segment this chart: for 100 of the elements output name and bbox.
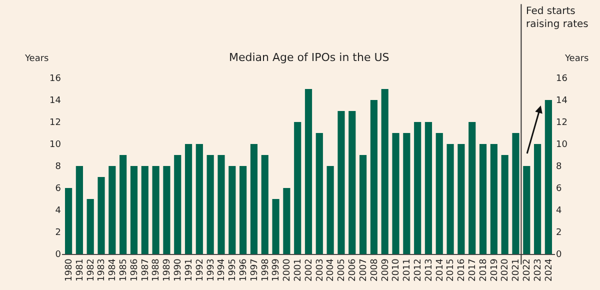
bar [348, 111, 356, 254]
x-tick-label: 1994 [217, 258, 228, 282]
x-tick-label: 2004 [326, 258, 336, 282]
bar [141, 166, 148, 254]
x-tick-label: 1990 [174, 258, 184, 282]
y-tick-label: 6 [55, 184, 62, 194]
y2-tick-label: 6 [556, 184, 562, 194]
x-tick-label: 2001 [294, 258, 304, 282]
x-tick-label: 1986 [130, 258, 140, 282]
x-tick-label: 2009 [380, 258, 391, 282]
bar [283, 188, 290, 254]
y2-tick-label: 2 [556, 228, 562, 238]
x-tick-label: 2007 [358, 258, 369, 282]
x-tick-label: 2005 [337, 258, 348, 282]
x-tick-label: 1983 [97, 258, 108, 282]
x-tick-label: 2023 [533, 258, 544, 282]
ref-line-label: Fed starts raising rates [526, 6, 588, 30]
bar [523, 166, 530, 254]
x-tick-label: 1987 [140, 258, 151, 282]
bar [272, 199, 280, 254]
x-tick-label: 1997 [250, 258, 260, 282]
x-tick-label: 2006 [348, 258, 358, 282]
bar [446, 144, 454, 254]
bar [206, 155, 214, 254]
bar [240, 166, 247, 254]
y-tick-label: 8 [55, 162, 62, 172]
bar [392, 133, 400, 254]
x-tick-label: 2015 [446, 258, 456, 282]
bar [228, 166, 236, 254]
x-tick-label: 1981 [75, 258, 86, 282]
y-tick-label: 4 [55, 206, 62, 216]
y-tick-label: 0 [55, 250, 62, 260]
bar [250, 144, 258, 254]
x-tick-label: 2021 [512, 258, 522, 282]
bar [120, 155, 127, 254]
x-tick-label: 2024 [544, 258, 554, 282]
bar [76, 166, 83, 254]
x-tick-label: 2012 [413, 258, 424, 282]
bar [424, 122, 432, 254]
x-tick-label: 2003 [315, 258, 326, 282]
x-tick-label: 2018 [478, 258, 489, 282]
x-tick-label: 2022 [522, 258, 533, 282]
y2-tick-label: 16 [556, 74, 568, 84]
bar [381, 89, 388, 254]
y-tick-label: 16 [50, 74, 62, 84]
y2-tick-label: 8 [556, 162, 562, 172]
y-axis-title: Years [24, 54, 50, 64]
y-tick-label: 10 [50, 140, 62, 150]
bar [163, 166, 170, 254]
x-tick-label: 1992 [195, 258, 206, 282]
bar [490, 144, 498, 254]
x-tick-label: 2013 [424, 258, 434, 282]
x-tick-label: 1999 [272, 258, 282, 282]
bar [458, 144, 465, 254]
x-tick-label: 1991 [184, 258, 194, 282]
bar [544, 100, 552, 254]
bar [436, 133, 443, 254]
y-tick-label: 12 [50, 118, 61, 128]
y-tick-label: 14 [50, 96, 62, 106]
x-tick-label: 1982 [86, 258, 96, 282]
bar [359, 155, 367, 254]
x-tick-label: 1993 [206, 258, 216, 282]
x-tick-label: 2011 [402, 258, 413, 282]
x-tick-label: 2019 [490, 258, 500, 282]
bar [261, 155, 268, 254]
x-tick-label: 1985 [119, 258, 130, 282]
chart-title: Median Age of IPOs in the US [229, 51, 390, 64]
bar [501, 155, 508, 254]
y2-tick-label: 12 [556, 118, 568, 128]
y2-tick-label: 14 [556, 96, 568, 106]
x-tick-label: 2016 [457, 258, 468, 282]
x-tick-label: 2014 [435, 258, 446, 282]
bar [479, 144, 487, 254]
y-tick-label: 2 [55, 228, 61, 238]
bar [184, 144, 192, 254]
x-tick-label: 2020 [500, 258, 511, 282]
bar [316, 133, 323, 254]
y2-axis-title: Years [564, 54, 590, 64]
x-tick-label: 1989 [162, 258, 173, 282]
x-tick-label: 1984 [108, 258, 118, 282]
bar [218, 155, 225, 254]
x-tick-label: 1998 [260, 258, 271, 282]
x-tick-label: 2002 [304, 258, 314, 282]
bar [98, 177, 105, 254]
x-tick-label: 1988 [152, 258, 162, 282]
bar [468, 122, 476, 254]
bar [174, 155, 182, 254]
bar [86, 199, 94, 254]
bar [294, 122, 302, 254]
x-tick-label: 1996 [238, 258, 249, 282]
bar [304, 89, 312, 254]
x-tick-label: 2010 [392, 258, 402, 282]
bar [130, 166, 138, 254]
y2-tick-label: 0 [556, 250, 562, 260]
bar [65, 188, 72, 254]
bar [512, 133, 520, 254]
y2-tick-label: 4 [556, 206, 562, 216]
x-tick-label: 1980 [64, 258, 74, 282]
bar [108, 166, 116, 254]
bar [338, 111, 345, 254]
